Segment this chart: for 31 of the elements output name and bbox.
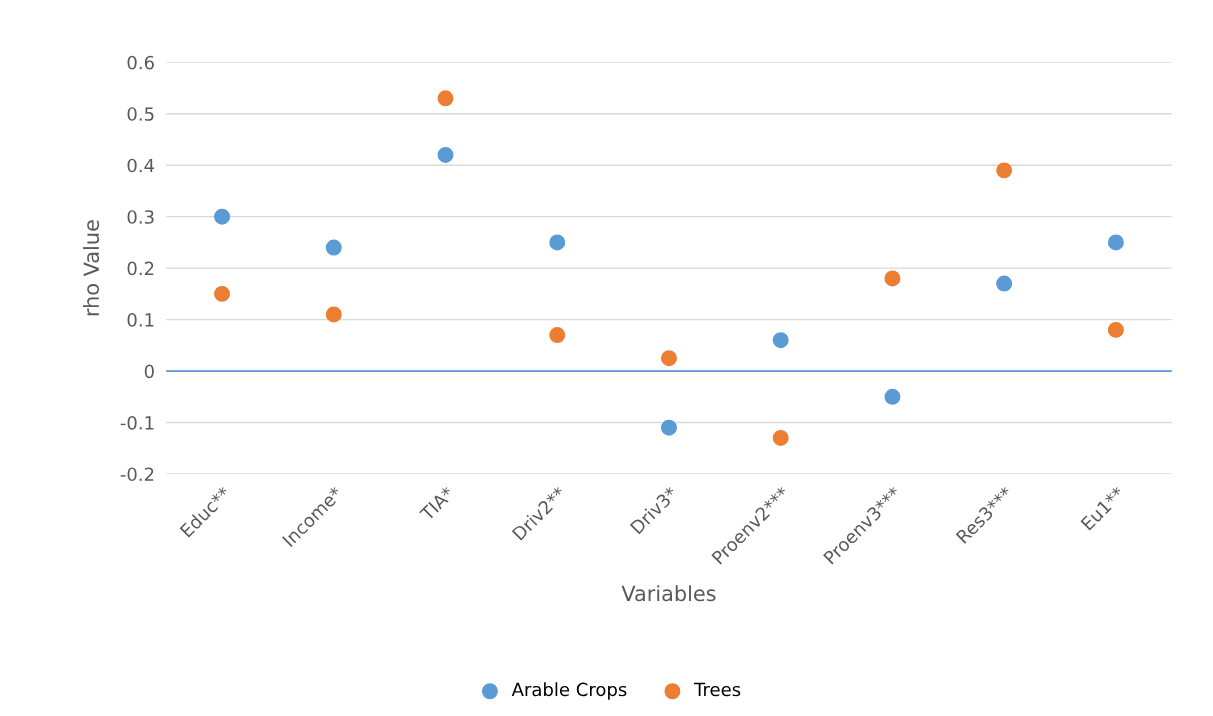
point bbox=[1107, 234, 1124, 251]
point bbox=[437, 146, 454, 163]
point bbox=[325, 239, 342, 256]
point bbox=[772, 429, 789, 446]
point bbox=[772, 332, 789, 349]
x-axis-title: Variables bbox=[621, 585, 716, 602]
y-tick-label: -0.2 bbox=[120, 467, 154, 482]
y-axis-title: rho Value bbox=[83, 220, 100, 316]
y-tick-label: 0.4 bbox=[127, 158, 155, 173]
y-tick-label: -0.1 bbox=[120, 415, 154, 430]
y-tick-label: 0.3 bbox=[127, 210, 154, 224]
point bbox=[884, 270, 901, 287]
y-tick-label: 0.6 bbox=[127, 55, 154, 70]
y-tick-label: 0.2 bbox=[127, 261, 154, 276]
point bbox=[996, 162, 1013, 179]
point bbox=[437, 90, 454, 107]
point bbox=[996, 275, 1013, 292]
y-tick-label: 0.5 bbox=[127, 107, 154, 121]
point bbox=[660, 419, 677, 436]
legend-label: Arable Crops bbox=[511, 682, 627, 700]
y-tick-label: 0.1 bbox=[127, 313, 154, 327]
point bbox=[549, 234, 566, 251]
point bbox=[214, 285, 231, 302]
point bbox=[549, 327, 566, 344]
point bbox=[1107, 321, 1124, 338]
legend-label: Trees bbox=[694, 682, 741, 697]
point bbox=[214, 208, 231, 225]
point bbox=[660, 350, 677, 367]
point bbox=[884, 388, 901, 405]
y-tick-label: 0 bbox=[144, 364, 154, 379]
point bbox=[325, 306, 342, 323]
